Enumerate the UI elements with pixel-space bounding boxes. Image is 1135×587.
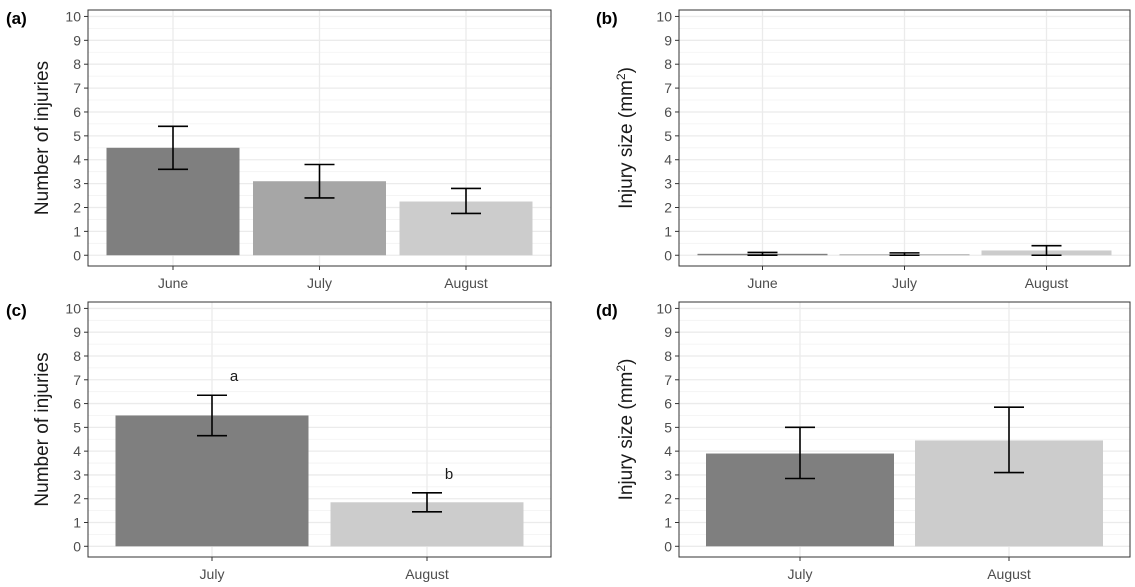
y-tick-label: 0: [73, 538, 81, 554]
y-tick-label: 6: [664, 104, 672, 120]
panel-1: 0 1 2 3 4 5 6 7 8 9 10 June July August Number of inju…: [6, 8, 552, 291]
panel-border: [87, 301, 552, 558]
y-tick-label: 1: [664, 515, 672, 531]
y-tick-label: 10: [656, 8, 672, 24]
y-tick-label: 4: [73, 443, 81, 459]
y-tick-label: 1: [664, 223, 672, 239]
panel-2: 0 1 2 3 4 5 6 7 8 9 10 June July August Injury size (m…: [596, 8, 1131, 291]
y-tick-label: 0: [664, 247, 672, 263]
y-axis-title-suffix: ): [616, 359, 637, 365]
y-tick-label: 5: [664, 419, 672, 435]
y-tick-label: 1: [73, 223, 81, 239]
y-tick-label: 10: [65, 8, 81, 24]
y-tick-label: 3: [73, 176, 81, 192]
x-tick-label: July: [788, 566, 813, 582]
significance-letter: b: [445, 466, 453, 483]
y-axis-title: Number of injuries: [32, 61, 53, 215]
y-tick-label: 9: [664, 32, 672, 48]
y-axis-title: Injury size (mm2): [614, 67, 637, 209]
y-tick-label: 4: [664, 443, 672, 459]
y-tick-label: 4: [664, 152, 672, 168]
y-tick-label: 6: [73, 104, 81, 120]
y-axis-title-suffix: ): [616, 67, 637, 73]
y-tick-label: 1: [73, 515, 81, 531]
panel-3: 0 1 2 3 4 5 6 7 8 9 10 a b July August Number of injuri…: [6, 300, 552, 582]
y-tick-label: 6: [664, 396, 672, 412]
x-tick-label: August: [1025, 275, 1069, 291]
x-tick-label: August: [987, 566, 1031, 582]
y-tick-label: 10: [656, 300, 672, 316]
y-tick-label: 2: [73, 199, 81, 215]
panel-tag: (b): [596, 9, 618, 28]
x-tick-label: July: [892, 275, 917, 291]
bar-july: [115, 415, 309, 547]
panel-border: [678, 301, 1131, 558]
y-axis-title-superscript: 2: [614, 365, 628, 372]
y-tick-label: 8: [73, 56, 81, 72]
y-tick-label: 4: [73, 152, 81, 168]
panel-tag: (a): [6, 9, 27, 28]
y-tick-label: 10: [65, 300, 81, 316]
y-tick-label: 3: [664, 176, 672, 192]
y-tick-label: 0: [664, 538, 672, 554]
x-tick-label: June: [747, 275, 778, 291]
y-tick-label: 9: [664, 324, 672, 340]
y-tick-label: 9: [73, 32, 81, 48]
panel-tag: (c): [6, 301, 27, 320]
y-tick-label: 7: [73, 372, 81, 388]
y-tick-label: 7: [664, 372, 672, 388]
panel-tag: (d): [596, 301, 618, 320]
y-tick-label: 3: [664, 467, 672, 483]
y-axis-title: Number of injuries: [32, 352, 53, 506]
y-tick-label: 8: [664, 348, 672, 364]
y-tick-label: 8: [664, 56, 672, 72]
y-axis-title-superscript: 2: [614, 73, 628, 80]
y-tick-label: 5: [73, 128, 81, 144]
y-tick-label: 3: [73, 467, 81, 483]
y-tick-label: 5: [73, 419, 81, 435]
x-tick-label: July: [200, 566, 225, 582]
x-tick-label: August: [405, 566, 449, 582]
y-tick-label: 2: [73, 491, 81, 507]
x-tick-label: July: [307, 275, 332, 291]
y-tick-label: 0: [73, 247, 81, 263]
significance-letter: a: [230, 368, 239, 385]
y-tick-label: 9: [73, 324, 81, 340]
x-tick-label: August: [444, 275, 488, 291]
y-tick-label: 2: [664, 199, 672, 215]
y-tick-label: 6: [73, 396, 81, 412]
y-axis-title: Injury size (mm2): [614, 359, 637, 501]
y-tick-label: 8: [73, 348, 81, 364]
y-tick-label: 7: [664, 80, 672, 96]
y-tick-label: 5: [664, 128, 672, 144]
x-tick-label: June: [158, 275, 189, 291]
y-tick-label: 2: [664, 491, 672, 507]
panel-4: 0 1 2 3 4 5 6 7 8 9 10 July August Injury size (mm2) (…: [596, 300, 1131, 582]
y-tick-label: 7: [73, 80, 81, 96]
